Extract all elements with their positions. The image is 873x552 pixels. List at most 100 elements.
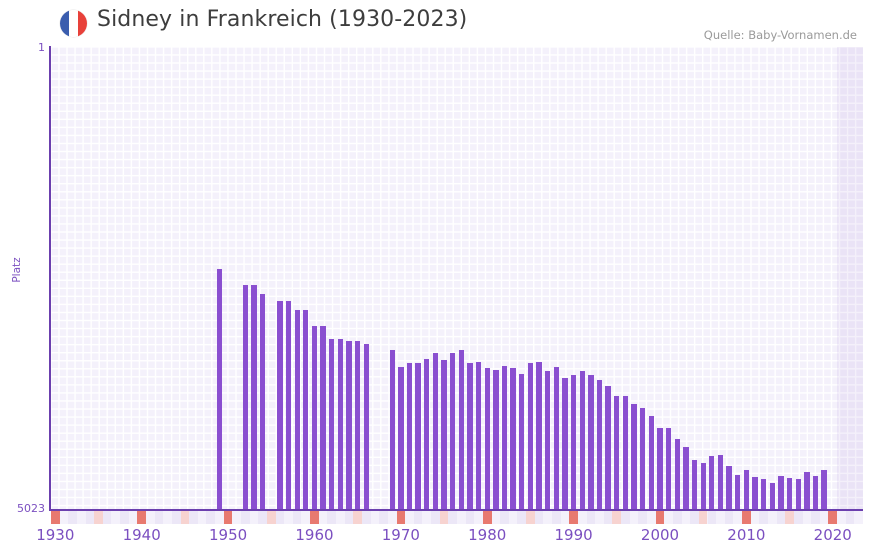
x-axis-decade-tick: [137, 511, 146, 524]
bar[interactable]: [786, 478, 793, 509]
bar[interactable]: [458, 349, 464, 509]
bar[interactable]: [441, 359, 447, 509]
bar[interactable]: [812, 475, 819, 509]
bar[interactable]: [821, 470, 827, 509]
bar[interactable]: [363, 344, 369, 509]
bar[interactable]: [501, 366, 508, 509]
x-axis-year-tick: [837, 511, 846, 524]
bar[interactable]: [700, 462, 706, 509]
x-axis-year-tick: [682, 511, 691, 524]
bar[interactable]: [743, 470, 750, 509]
bar[interactable]: [467, 363, 473, 509]
bar[interactable]: [726, 466, 732, 509]
bar[interactable]: [415, 363, 421, 509]
bar[interactable]: [657, 427, 663, 509]
x-axis-year-tick: [379, 511, 388, 524]
bar[interactable]: [760, 479, 767, 509]
x-axis-year-tick: [768, 511, 777, 524]
bar[interactable]: [640, 408, 646, 509]
x-axis-year-tick: [448, 511, 457, 524]
bar[interactable]: [251, 284, 257, 509]
bar[interactable]: [311, 325, 318, 509]
x-axis-year-tick: [189, 511, 198, 524]
bar[interactable]: [562, 378, 568, 509]
x-axis-year-tick: [509, 511, 518, 524]
bar[interactable]: [484, 367, 490, 509]
bar[interactable]: [804, 471, 810, 509]
x-axis-year-tick: [733, 511, 742, 524]
bar[interactable]: [510, 367, 516, 509]
bar[interactable]: [735, 474, 741, 509]
x-axis-year-tick: [578, 511, 587, 524]
x-axis-year-tick: [474, 511, 483, 524]
bar[interactable]: [294, 310, 300, 509]
bar[interactable]: [553, 367, 559, 509]
bar[interactable]: [527, 363, 534, 509]
bar[interactable]: [778, 475, 784, 509]
bar[interactable]: [329, 339, 335, 509]
bar[interactable]: [346, 340, 352, 509]
x-axis-year-tick: [630, 511, 639, 524]
x-axis-year-tick: [465, 511, 475, 524]
bar[interactable]: [285, 300, 292, 509]
x-axis-year-tick: [647, 511, 656, 524]
x-axis-year-tick: [759, 511, 768, 524]
bar[interactable]: [614, 395, 620, 509]
x-axis-year-tick: [413, 511, 423, 524]
bar[interactable]: [303, 310, 309, 509]
x-axis-year-tick: [785, 511, 794, 524]
bar[interactable]: [545, 370, 551, 509]
bar[interactable]: [752, 477, 758, 509]
bar[interactable]: [320, 325, 326, 509]
bar[interactable]: [665, 427, 672, 509]
bar[interactable]: [605, 386, 611, 509]
bar[interactable]: [709, 456, 715, 509]
x-axis-year-tick: [232, 511, 241, 524]
bar[interactable]: [769, 482, 775, 509]
bar[interactable]: [354, 340, 361, 509]
bar[interactable]: [691, 459, 698, 509]
bar[interactable]: [337, 339, 344, 509]
bar[interactable]: [795, 479, 801, 509]
x-axis-year-tick: [129, 511, 138, 524]
x-axis-year-tick: [85, 511, 95, 524]
x-axis-year-tick: [68, 511, 77, 524]
bar[interactable]: [648, 415, 655, 509]
x-axis-year-tick: [724, 511, 734, 524]
bar[interactable]: [450, 353, 456, 509]
bar[interactable]: [519, 374, 525, 509]
x-axis-year-tick: [854, 511, 863, 524]
bar[interactable]: [406, 363, 413, 509]
bar[interactable]: [259, 294, 266, 509]
x-axis-year-tick: [534, 511, 544, 524]
bar[interactable]: [596, 379, 603, 509]
bar[interactable]: [277, 300, 283, 509]
bar[interactable]: [570, 375, 577, 509]
bar[interactable]: [536, 362, 542, 509]
bar[interactable]: [493, 369, 499, 509]
bar[interactable]: [216, 268, 223, 509]
x-axis-year-tick: [275, 511, 285, 524]
x-axis-decade-tick: [828, 511, 838, 524]
bar[interactable]: [242, 284, 249, 509]
bar[interactable]: [674, 438, 680, 509]
x-axis-year-tick: [803, 511, 812, 524]
bar[interactable]: [475, 361, 482, 509]
x-axis-year-tick: [820, 511, 829, 524]
bar[interactable]: [389, 349, 395, 509]
x-axis-year-tick: [405, 511, 414, 524]
bar[interactable]: [631, 403, 637, 509]
bar[interactable]: [717, 455, 724, 509]
x-axis-year-tick: [302, 511, 311, 524]
x-axis-tick-label: 2000: [640, 526, 680, 544]
x-axis-year-tick: [266, 511, 276, 524]
x-axis-year-tick: [250, 511, 259, 524]
bar[interactable]: [683, 447, 689, 509]
bar[interactable]: [398, 367, 404, 509]
x-axis-year-tick: [543, 511, 552, 524]
bar[interactable]: [622, 395, 629, 509]
bar[interactable]: [588, 375, 594, 509]
bar[interactable]: [432, 353, 439, 509]
bar[interactable]: [579, 370, 585, 509]
bar[interactable]: [424, 358, 430, 509]
